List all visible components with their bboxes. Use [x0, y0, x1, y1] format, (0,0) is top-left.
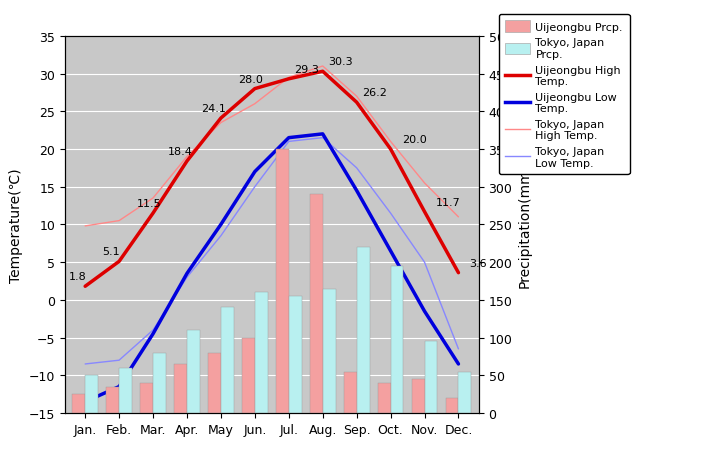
Bar	[221, 308, 234, 413]
Y-axis label: Precipitation(mm): Precipitation(mm)	[518, 162, 532, 287]
Bar	[412, 379, 425, 413]
Text: 18.4: 18.4	[168, 147, 192, 157]
Bar	[119, 368, 132, 413]
Bar	[446, 398, 459, 413]
Text: 11.7: 11.7	[436, 197, 460, 207]
Bar	[323, 289, 336, 413]
Bar	[255, 293, 268, 413]
Bar	[153, 353, 166, 413]
Bar	[187, 330, 200, 413]
Bar	[242, 338, 255, 413]
Legend: Uijeongbu Prcp., Tokyo, Japan
Prcp., Uijeongbu High
Temp., Uijeongbu Low
Temp., : Uijeongbu Prcp., Tokyo, Japan Prcp., Uij…	[499, 15, 629, 175]
Bar	[208, 353, 221, 413]
Y-axis label: Temperature(℃): Temperature(℃)	[9, 168, 23, 282]
Bar	[140, 383, 153, 413]
Text: 24.1: 24.1	[202, 104, 226, 114]
Text: 29.3: 29.3	[294, 65, 319, 75]
Bar	[343, 372, 356, 413]
Bar	[378, 383, 390, 413]
Bar	[459, 372, 472, 413]
Text: 28.0: 28.0	[238, 74, 263, 84]
Bar	[356, 247, 369, 413]
Text: 3.6: 3.6	[469, 258, 487, 268]
Text: 26.2: 26.2	[362, 88, 387, 98]
Text: 20.0: 20.0	[402, 135, 426, 145]
Bar	[276, 150, 289, 413]
Bar	[72, 394, 85, 413]
Text: 1.8: 1.8	[68, 272, 86, 282]
Bar	[425, 341, 438, 413]
Text: 5.1: 5.1	[102, 247, 120, 257]
Bar	[174, 364, 187, 413]
Bar	[85, 375, 98, 413]
Bar	[390, 266, 403, 413]
Bar	[107, 387, 119, 413]
Text: 11.5: 11.5	[136, 199, 161, 209]
Bar	[289, 297, 302, 413]
Bar	[310, 195, 323, 413]
Text: 30.3: 30.3	[328, 57, 353, 67]
